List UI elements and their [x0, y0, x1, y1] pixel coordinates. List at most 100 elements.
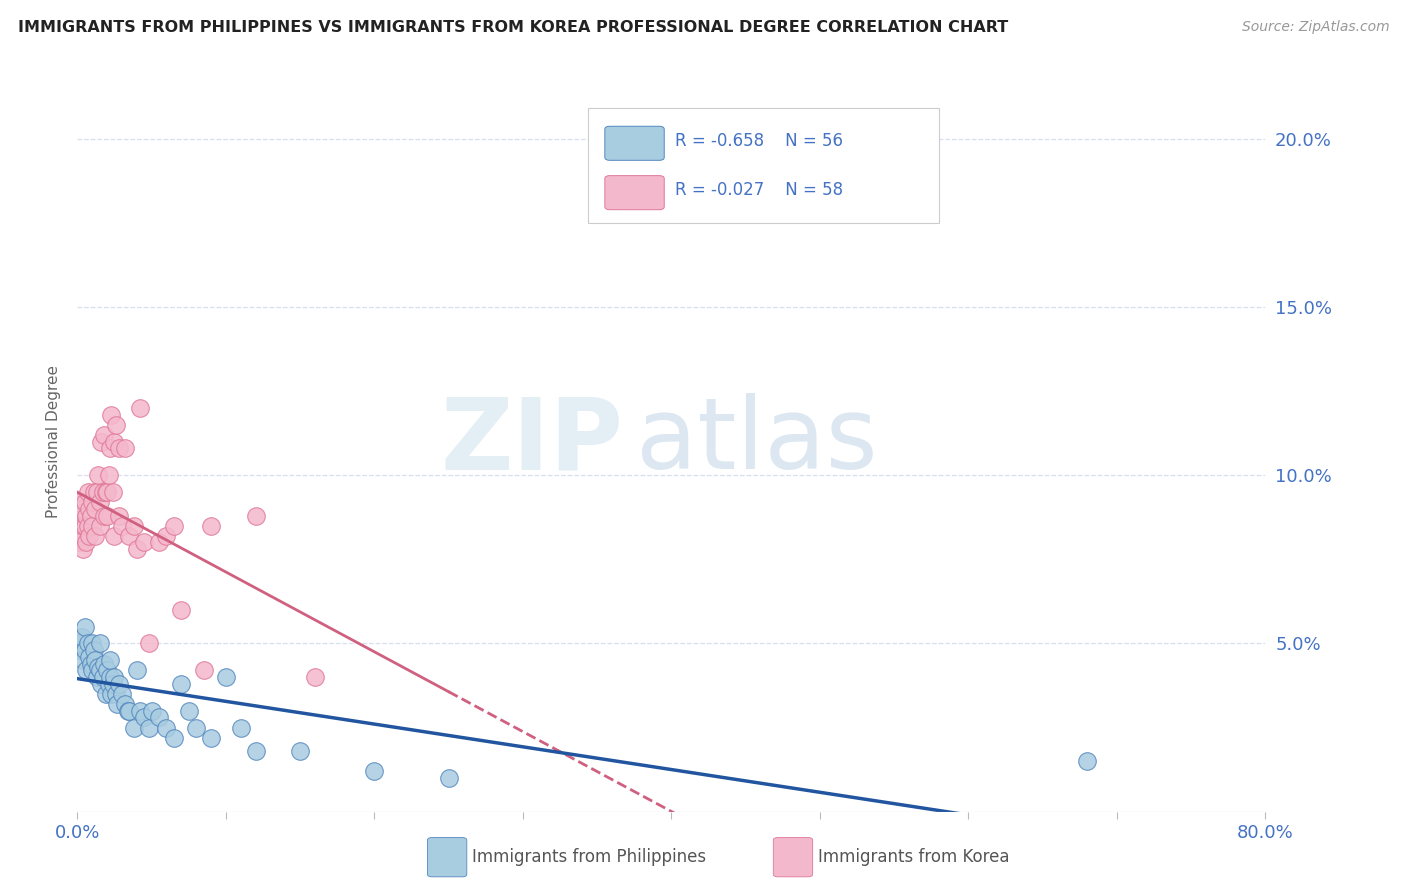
Text: Source: ZipAtlas.com: Source: ZipAtlas.com [1241, 20, 1389, 34]
FancyBboxPatch shape [605, 127, 664, 161]
Point [93, 657, 115, 671]
Point [363, 764, 385, 779]
Point [177, 704, 200, 718]
Point [288, 744, 311, 758]
Point [134, 535, 156, 549]
Point [67, 636, 90, 650]
FancyBboxPatch shape [588, 108, 939, 223]
Point [138, 721, 160, 735]
Point [67, 495, 90, 509]
Point [82, 636, 104, 650]
Point [98, 442, 121, 456]
Point [186, 721, 208, 735]
Point [69, 643, 91, 657]
Point [114, 697, 136, 711]
Point [304, 670, 326, 684]
Point [245, 508, 267, 523]
Point [122, 518, 145, 533]
Point [82, 664, 104, 678]
Point [122, 721, 145, 735]
Point [90, 677, 112, 691]
Point [103, 434, 125, 449]
Point [163, 731, 186, 745]
Text: ZIP: ZIP [441, 393, 624, 490]
Point [128, 704, 150, 718]
Y-axis label: Professional Degree: Professional Degree [45, 365, 60, 518]
Point [138, 636, 160, 650]
Point [75, 664, 97, 678]
Point [89, 518, 111, 533]
Point [86, 485, 108, 500]
Point [96, 508, 118, 523]
Point [200, 731, 222, 745]
Point [108, 677, 131, 691]
Point [82, 495, 104, 509]
FancyBboxPatch shape [605, 176, 664, 210]
Point [148, 535, 170, 549]
Point [75, 508, 97, 523]
Point [163, 518, 186, 533]
Point [98, 670, 121, 684]
Point [84, 653, 107, 667]
Point [245, 744, 267, 758]
Text: atlas: atlas [636, 393, 877, 490]
Point [77, 529, 100, 543]
Point [134, 710, 156, 724]
Point [72, 653, 94, 667]
Point [101, 485, 124, 500]
Point [90, 434, 112, 449]
Point [82, 518, 104, 533]
Point [117, 704, 139, 718]
Point [89, 636, 111, 650]
Point [94, 485, 117, 500]
Point [100, 687, 122, 701]
Point [70, 501, 93, 516]
Point [108, 508, 131, 523]
Text: IMMIGRANTS FROM PHILIPPINES VS IMMIGRANTS FROM KOREA PROFESSIONAL DEGREE CORRELA: IMMIGRANTS FROM PHILIPPINES VS IMMIGRANT… [18, 20, 1008, 35]
Point [155, 529, 177, 543]
Point [73, 518, 96, 533]
Point [101, 677, 124, 691]
Point [107, 697, 129, 711]
Point [104, 417, 127, 432]
Point [69, 508, 91, 523]
Point [91, 485, 114, 500]
Point [97, 677, 120, 691]
Point [89, 664, 111, 678]
Point [98, 653, 121, 667]
Point [93, 508, 115, 523]
Point [103, 529, 125, 543]
FancyBboxPatch shape [427, 838, 467, 877]
Text: R = -0.027    N = 58: R = -0.027 N = 58 [675, 181, 844, 200]
Point [84, 529, 107, 543]
Point [76, 518, 98, 533]
Point [83, 643, 105, 657]
Text: R = -0.658    N = 56: R = -0.658 N = 56 [675, 132, 844, 150]
Point [73, 495, 96, 509]
Point [72, 518, 94, 533]
Point [128, 401, 150, 415]
Point [97, 468, 120, 483]
Point [170, 603, 193, 617]
Point [96, 485, 118, 500]
Point [103, 670, 125, 684]
Point [114, 442, 136, 456]
Point [70, 529, 93, 543]
Point [73, 643, 96, 657]
Point [125, 542, 148, 557]
Point [94, 687, 117, 701]
Point [170, 677, 193, 691]
Point [148, 710, 170, 724]
Point [118, 704, 141, 718]
Point [104, 687, 127, 701]
Point [80, 508, 103, 523]
Point [76, 485, 98, 500]
Point [93, 427, 115, 442]
Text: Immigrants from Philippines: Immigrants from Philippines [472, 848, 707, 866]
Point [193, 664, 215, 678]
Point [215, 670, 238, 684]
Point [72, 542, 94, 557]
FancyBboxPatch shape [773, 838, 813, 877]
Point [67, 518, 90, 533]
Point [84, 501, 107, 516]
